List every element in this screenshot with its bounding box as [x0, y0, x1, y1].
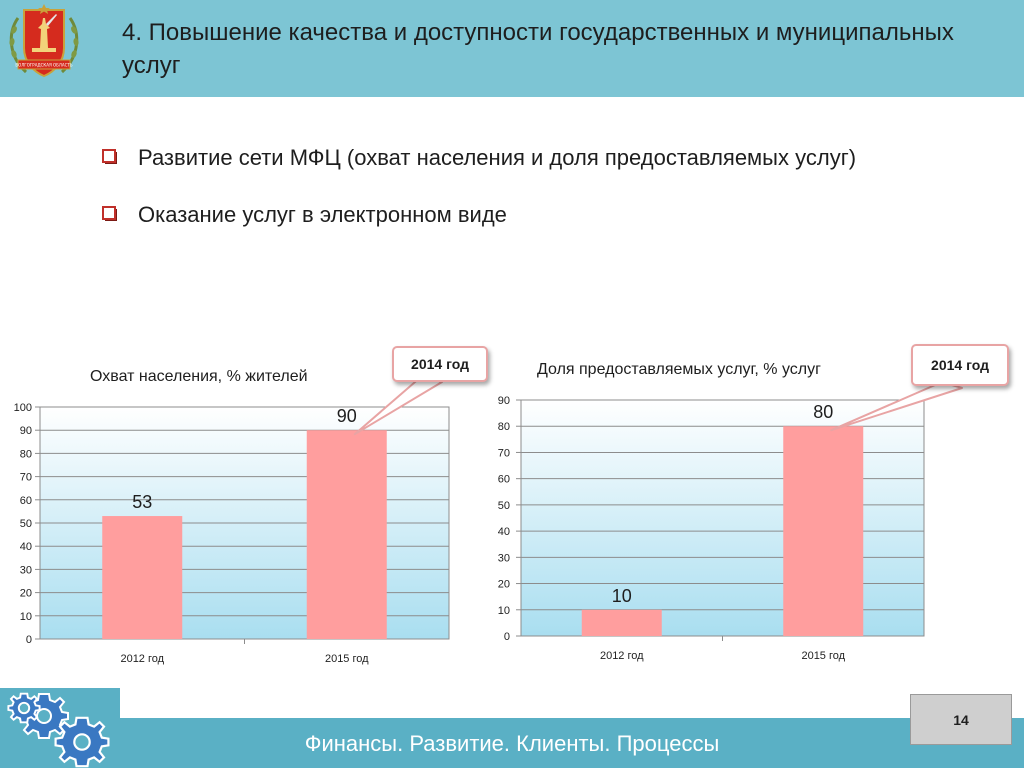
chart-2-plot-area — [520, 399, 925, 637]
chart-2-ytick-label: 10 — [498, 605, 510, 617]
chart-1-bar — [306, 430, 387, 639]
chart-1-ytick-label: 30 — [20, 564, 32, 576]
chart-2-ytick-label: 30 — [498, 552, 510, 564]
checkbox-bullet-icon — [102, 149, 117, 164]
bullet-list: Развитие сети МФЦ (охват населения и дол… — [100, 143, 942, 230]
chart-2-category-label: 2012 год — [600, 650, 644, 662]
chart-1-bar — [102, 516, 183, 639]
chart-2-ytick-label: 40 — [498, 526, 510, 538]
chart-1-ytick-label: 40 — [20, 541, 32, 553]
chart-1-ytick-label: 90 — [20, 425, 32, 437]
chart-2-ytick-label: 60 — [498, 474, 510, 486]
chart-1-title: Охват населения, % жителей — [90, 368, 308, 385]
chart-1-category-label: 2015 год — [325, 653, 369, 665]
chart-1-ytick-label: 50 — [20, 518, 32, 530]
chart-2-bar — [581, 609, 662, 636]
chart-2-title: Доля предоставляемых услуг, % услуг — [537, 361, 821, 378]
footer-slogan: Финансы. Развитие. Клиенты. Процессы — [304, 731, 720, 756]
chart-1-ytick-label: 10 — [20, 611, 32, 623]
chart-1-data-label: 90 — [337, 406, 357, 426]
chart-2-category-label: 2015 год — [801, 650, 845, 662]
chart-1-data-label: 53 — [132, 492, 152, 512]
chart-2-data-label: 80 — [813, 402, 833, 422]
callout-2014-chart-1: 2014 год — [392, 346, 488, 382]
callout-2014-chart-2: 2014 год — [911, 344, 1009, 386]
chart-2-ytick-label: 80 — [498, 421, 510, 433]
chart-1-ytick-label: 0 — [26, 634, 32, 646]
bullet-item-electronic: Оказание услуг в электронном виде — [100, 200, 942, 230]
chart-1-ytick-label: 20 — [20, 588, 32, 600]
bullet-item-mfc: Развитие сети МФЦ (охват населения и дол… — [100, 143, 942, 173]
gears-icon — [7, 692, 110, 768]
chart-2-ytick-label: 50 — [498, 500, 510, 512]
page-title: 4. Повышение качества и доступности госу… — [122, 19, 954, 79]
footer-band — [0, 718, 1024, 768]
chart-1-category-label: 2012 год — [120, 653, 164, 665]
chart-1-ytick-label: 60 — [20, 495, 32, 507]
chart-2-bar — [783, 426, 864, 636]
chart-2-ytick-label: 70 — [498, 447, 510, 459]
gear-logo-block — [0, 688, 120, 768]
checkbox-bullet-icon — [102, 206, 117, 221]
chart-1-ytick-label: 70 — [20, 472, 32, 484]
region-emblem-icon: ВОЛГОГРАДСКАЯ ОБЛАСТЬ — [9, 4, 79, 78]
chart-2-data-label: 10 — [612, 586, 632, 606]
page-number: 14 — [910, 694, 1012, 745]
chart-2-ytick-label: 90 — [498, 395, 510, 407]
bullet-text: Развитие сети МФЦ (охват населения и дол… — [138, 145, 857, 170]
bullet-text: Оказание услуг в электронном виде — [138, 202, 507, 227]
chart-1-ytick-label: 80 — [20, 448, 32, 460]
chart-2-ytick-label: 0 — [504, 631, 510, 643]
emblem-ribbon-text: ВОЛГОГРАДСКАЯ ОБЛАСТЬ — [15, 63, 72, 68]
header-band — [0, 0, 1024, 97]
chart-2-ytick-label: 20 — [498, 579, 510, 591]
chart-1-ytick-label: 100 — [14, 402, 32, 414]
